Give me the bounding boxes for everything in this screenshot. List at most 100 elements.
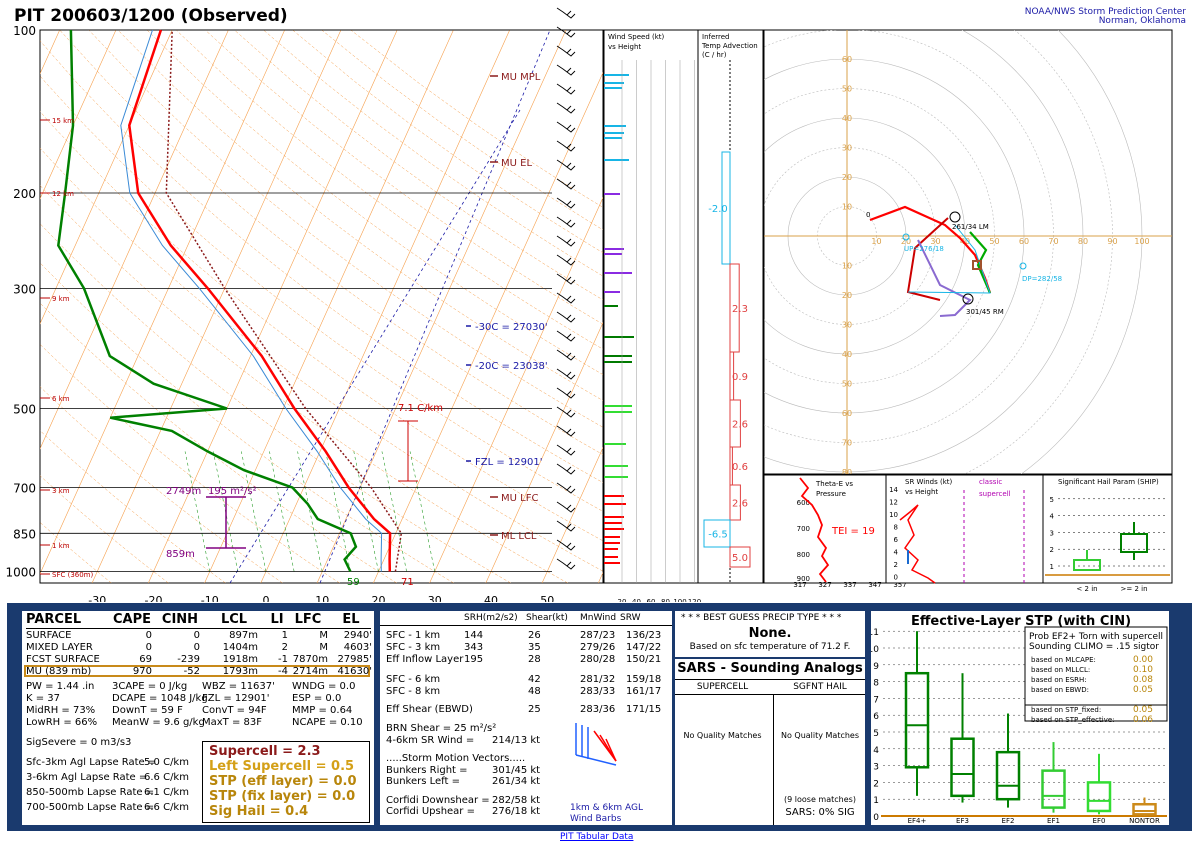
parcel-cell: 1404m <box>222 642 258 653</box>
hodo-up-label: UP=276/18 <box>904 245 944 253</box>
thetae-y-label: 700 <box>797 525 810 533</box>
sr-y-label: 10 <box>889 511 898 519</box>
parcel-panel: PARCEL CAPE CINH LCL LI LFC EL SURFACE 0 0 897m 1 M… <box>22 611 374 825</box>
dry-adiabat <box>175 30 603 350</box>
lapse-label: 850-500mb Lapse Rate = <box>26 787 155 798</box>
sr-y-label: 14 <box>889 486 898 494</box>
advection-value: 0.9 <box>732 372 748 383</box>
isotherm <box>316 30 567 583</box>
stp-category: EF0 <box>1093 817 1106 825</box>
temp-tick-label: 10 <box>315 594 329 602</box>
sr-y-label: 8 <box>894 524 898 532</box>
sars-panel: SARS - Sounding Analogs SUPERCELL SGFNT … <box>675 659 865 825</box>
kinematics-cell: 279/26 <box>580 642 616 653</box>
stp-based-value: 0.00 <box>1133 655 1153 665</box>
kinematics-cell: 48 <box>528 686 541 697</box>
sfc-dewpoint-label: 59 <box>347 577 360 588</box>
kinematics-cell: SFC - 6 km <box>386 674 441 685</box>
ship-title: Significant Hail Param (SHIP) <box>1058 478 1159 486</box>
stp-category: NONTOR <box>1129 817 1160 825</box>
parcel-cell: 0 <box>145 642 152 653</box>
stp-box <box>950 737 975 798</box>
hodograph-y-label: 80 <box>842 468 852 477</box>
parcel-index: MeanW = 9.6 g/kg <box>112 717 205 728</box>
sr-winds-title-2: vs Height <box>905 488 938 496</box>
wind-barb <box>556 64 576 76</box>
wind-barb <box>556 292 576 304</box>
wind-barb <box>556 311 576 323</box>
isotherm-height-label: -20C = 23038' <box>475 361 548 372</box>
sars-loose: (9 loose matches) <box>784 795 856 804</box>
parcel-index: 3CAPE = 0 J/kg <box>112 681 188 692</box>
wind-barb <box>556 121 576 133</box>
wind-barb <box>556 235 576 247</box>
lapse-rate-label: 7.1 C/km <box>398 403 443 414</box>
height-label: 15 km <box>52 117 74 125</box>
stp-based-label: based on MLCAPE: <box>1031 656 1096 664</box>
sounding-svg: PIT 200603/1200 (Observed) NOAA/NWS Stor… <box>5 6 1186 607</box>
parcel-index: PW = 1.44 .in <box>26 681 95 692</box>
lapse-value: 6.6 C/km <box>144 772 189 783</box>
mixing-ratio-line <box>353 451 379 572</box>
hodograph-y-label: 30 <box>842 321 852 330</box>
wind-tick-label: 40 <box>632 598 641 602</box>
parcel-cell: M <box>319 642 328 653</box>
sr46-value: 214/13 kt <box>492 735 541 746</box>
kinematics-cell: 195 <box>464 654 484 665</box>
precip-panel: * * * BEST GUESS PRECIP TYPE * * * None.… <box>675 611 865 657</box>
hodograph-ring-label: 40 <box>960 237 970 246</box>
hodograph-y-label: 50 <box>842 380 852 389</box>
isotherm <box>91 30 342 583</box>
isotherm <box>485 321 603 583</box>
mixing-ratio-line <box>269 451 295 572</box>
ship-panel: Significant Hail Param (SHIP) 1 2 3 4 5 < 2 in… <box>1042 474 1173 593</box>
hodo-dp-label: DP=282/58 <box>1022 275 1062 283</box>
wind-tick-label: 20 <box>618 598 627 602</box>
hodograph-y-label: 50 <box>842 85 852 94</box>
temp-tick-label: 40 <box>484 594 498 602</box>
advection-bar <box>729 484 741 521</box>
parcel-index: ConvT = 94F <box>202 705 267 716</box>
stp-based-value: 0.05 <box>1133 705 1153 715</box>
corfidi-up-label: Corfidi Upshear = <box>386 806 475 817</box>
parcel-cell: FCST SURFACE <box>26 654 100 665</box>
stp-box <box>1041 769 1066 809</box>
isotherm <box>40 30 229 450</box>
stp-category: EF3 <box>956 817 969 825</box>
thetae-y-label: 900 <box>797 575 810 583</box>
wind-barb <box>556 140 576 152</box>
stp-panel: Effective-Layer STP (with CIN) 0 1 2 3 4 5 6 7 8 9… <box>868 611 1169 825</box>
parcel-cell: 897m <box>229 630 258 641</box>
height-label: 9 km <box>52 295 70 303</box>
wind-barb <box>556 482 576 494</box>
temp-tick-label: -10 <box>201 594 219 602</box>
parcel-level-label: MU MPL <box>501 72 541 83</box>
hodograph-ring-label: 30 <box>930 237 940 246</box>
kinematics-header-cell: Shear(kt) <box>526 613 568 623</box>
hodograph-ring-label: 20 <box>901 237 911 246</box>
stp-y-label: 7 <box>873 695 879 705</box>
parcel-cell: -239 <box>177 654 200 665</box>
hodograph-trace-green <box>969 231 992 294</box>
thetae-x-label: 347 <box>868 581 881 589</box>
wind-tick-label: 100 <box>673 598 686 602</box>
advection-bar <box>729 399 741 448</box>
ship-y-label: 2 <box>1050 546 1054 554</box>
svg-text:Inferred: Inferred <box>702 33 730 41</box>
dry-adiabat <box>40 40 603 483</box>
mixing-ratio-line <box>381 451 407 572</box>
hodograph-ring-label: 80 <box>1078 237 1088 246</box>
ship-y-label: 5 <box>1050 496 1054 504</box>
parcel-header-cell: LCL <box>220 612 248 627</box>
mixing-ratio-line <box>409 451 436 572</box>
lapse-label: Sfc-3km Agl Lapse Rate = <box>26 757 157 768</box>
parcel-index: K = 37 <box>26 693 61 704</box>
thetae-title: Theta-E vs <box>815 480 853 488</box>
advection-bar <box>721 151 731 265</box>
tabular-data-link[interactable]: PIT Tabular Data <box>560 832 634 842</box>
dry-adiabat <box>40 430 226 583</box>
sars-col-supercell: SUPERCELL <box>696 682 749 692</box>
bunkers-left-value: 261/34 kt <box>492 776 541 787</box>
kinematics-header-cell: SRH(m2/s2) <box>464 613 518 623</box>
